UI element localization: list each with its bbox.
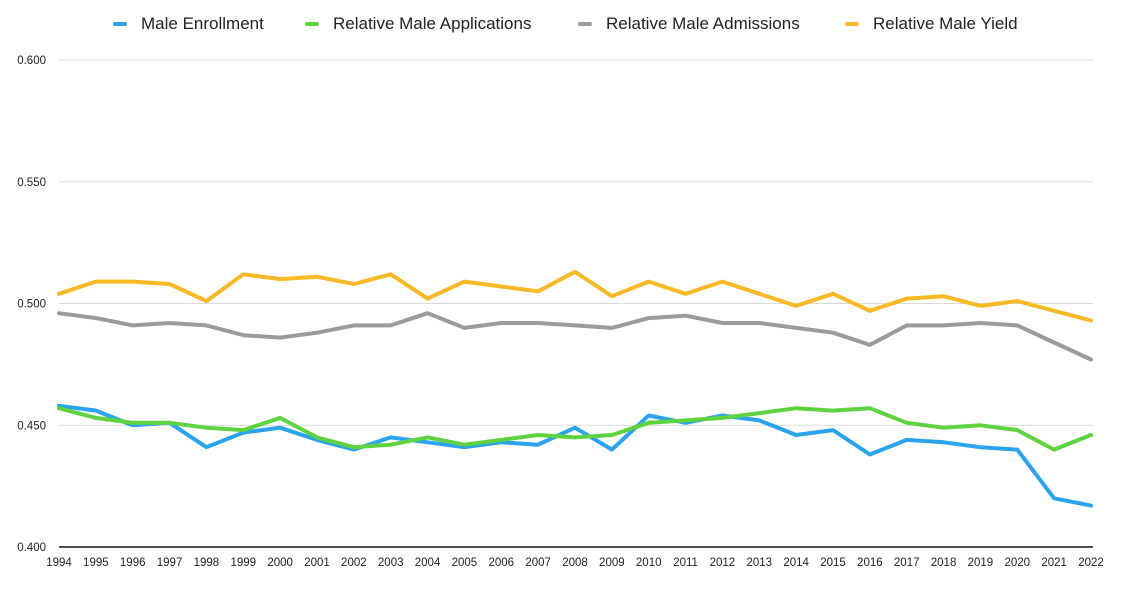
x-tick-label: 2021 <box>1041 557 1067 569</box>
series-line-relative-male-admissions <box>57 311 1093 362</box>
x-tick-label: 2015 <box>820 557 846 569</box>
legend-swatch <box>113 22 127 26</box>
x-tick-label: 2007 <box>525 557 551 569</box>
x-tick-label: 2014 <box>783 557 809 569</box>
legend-label: Relative Male Admissions <box>606 14 800 33</box>
x-tick-label: 1996 <box>120 557 146 569</box>
x-tick-label: 2019 <box>968 557 994 569</box>
x-tick-label: 1994 <box>46 557 72 569</box>
series-line-relative-male-applications <box>57 406 1093 452</box>
y-tick-label: 0.550 <box>17 177 46 189</box>
legend-item: Relative Male Admissions <box>578 11 800 37</box>
x-tick-label: 2010 <box>636 557 662 569</box>
legend-label: Male Enrollment <box>141 14 264 33</box>
y-tick-label: 0.400 <box>17 542 46 554</box>
x-tick-label: 2013 <box>746 557 772 569</box>
x-tick-label: 2002 <box>341 557 367 569</box>
x-tick-label: 2016 <box>857 557 883 569</box>
series-line-male-enrollment <box>57 403 1093 508</box>
x-tick-label: 1998 <box>194 557 220 569</box>
y-tick-label: 0.450 <box>17 420 46 432</box>
series-line-relative-male-yield <box>57 269 1093 323</box>
x-tick-label: 2018 <box>931 557 957 569</box>
chart-legend: Male Enrollment Relative Male Application… <box>0 11 1128 37</box>
legend-swatch <box>305 22 319 26</box>
y-tick-label: 0.600 <box>17 55 46 67</box>
x-tick-label: 2009 <box>599 557 625 569</box>
legend-item: Relative Male Yield <box>845 11 1018 37</box>
legend-item: Male Enrollment <box>113 11 264 37</box>
x-tick-label: 2017 <box>894 557 920 569</box>
x-tick-label: 1997 <box>157 557 183 569</box>
x-tick-label: 2006 <box>488 557 514 569</box>
x-tick-label: 2020 <box>1004 557 1030 569</box>
x-tick-label: 2012 <box>710 557 736 569</box>
legend-swatch <box>845 22 859 26</box>
x-tick-label: 2001 <box>304 557 330 569</box>
x-tick-label: 2011 <box>673 557 698 569</box>
y-tick-label: 0.500 <box>17 299 46 311</box>
x-tick-label: 2004 <box>415 557 441 569</box>
x-tick-label: 2022 <box>1078 557 1104 569</box>
x-tick-label: 2003 <box>378 557 404 569</box>
legend-item: Relative Male Applications <box>305 11 531 37</box>
legend-label: Relative Male Yield <box>873 14 1018 33</box>
x-tick-label: 2005 <box>452 557 478 569</box>
x-tick-label: 1999 <box>230 557 256 569</box>
legend-label: Relative Male Applications <box>333 14 532 33</box>
legend-swatch <box>578 22 592 26</box>
x-tick-label: 2000 <box>267 557 293 569</box>
x-tick-label: 1995 <box>83 557 109 569</box>
x-tick-label: 2008 <box>562 557 588 569</box>
